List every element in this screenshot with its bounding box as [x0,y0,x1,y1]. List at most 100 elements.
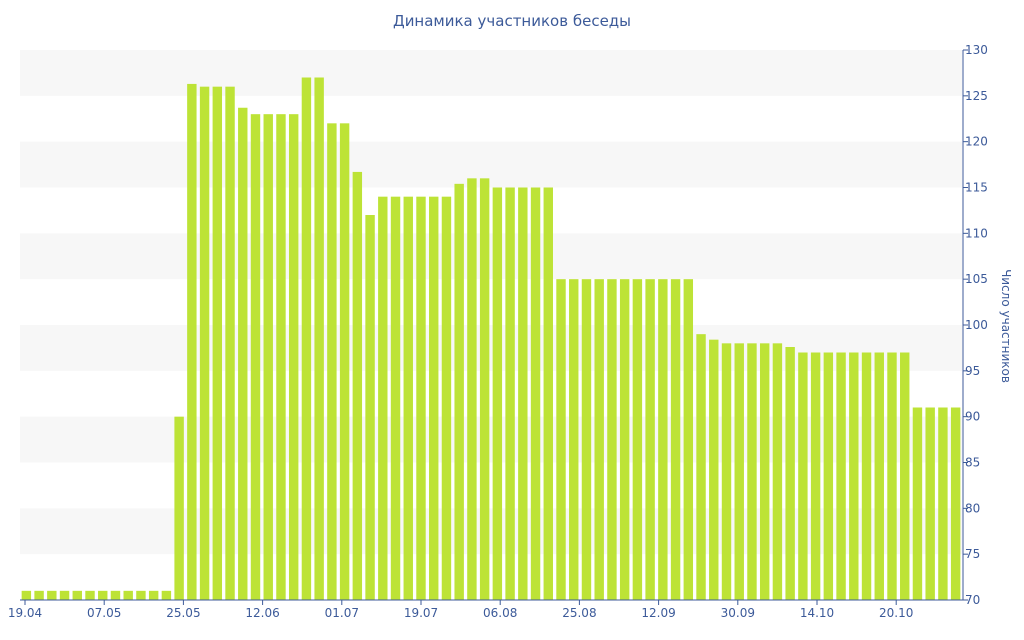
bar [836,352,846,600]
x-tick-label: 01.07 [325,606,359,620]
bar [467,178,477,600]
x-tick-label: 12.06 [245,606,279,620]
bar [556,279,566,600]
bar [441,196,452,601]
bar [250,114,261,601]
bar [759,343,770,600]
x-tick-label: 20.10 [879,606,913,620]
bar [492,187,503,600]
x-tick-label: 07.05 [87,606,121,620]
bar [390,196,401,601]
x-tick-label: 14.10 [800,606,834,620]
grid-bands [20,50,962,555]
bar [530,187,541,600]
bar [747,343,757,600]
bar [263,114,273,601]
bar [658,279,668,600]
bar [365,215,375,600]
bar [887,352,897,600]
y-tick-label: 115 [965,181,988,195]
x-tick-label: 25.08 [562,606,596,620]
y-tick-label: 105 [965,272,988,286]
bar [301,77,312,600]
x-axis: 19.04 07.05 25.05 12.06 01.07 19.07 06.08 25.08… [8,599,963,620]
bar [874,352,884,600]
bar [594,279,604,600]
y-tick-label: 130 [965,43,988,57]
bar [21,590,32,600]
bar [454,183,464,600]
x-tick-label: 19.07 [404,606,438,620]
grid-band [20,416,962,463]
bar [148,590,159,600]
grid-band [20,233,962,280]
bar [619,279,630,600]
bar [810,352,821,600]
bar [98,590,108,600]
x-tick-label: 12.09 [641,606,675,620]
grid-band [20,325,962,371]
bar [161,590,172,600]
bar [123,590,133,600]
bar [225,86,235,601]
bar [670,279,681,600]
y-tick-label: 85 [965,456,980,470]
y-tick-label: 80 [965,501,980,515]
bar [136,590,146,600]
bar [581,279,592,600]
bar [85,590,95,600]
bar [721,343,732,600]
bar [403,196,413,601]
grid-band [20,50,962,96]
bar [645,279,655,600]
grid-band [20,508,962,555]
bar [288,114,299,601]
y-tick-label: 70 [965,593,980,607]
bar [34,590,44,600]
y-tick-label: 120 [965,135,988,149]
bar [734,343,744,600]
bar [187,83,197,601]
bar [709,339,719,600]
bar [339,123,350,600]
bar [900,352,910,600]
bar [569,279,579,600]
bar [785,347,795,600]
bar [925,407,935,600]
bar [352,171,363,601]
bar [174,416,184,600]
bar [823,352,834,600]
bar [212,86,223,601]
bar [314,77,324,600]
bar [938,407,948,600]
bar [47,590,57,600]
y-tick-label: 90 [965,410,980,424]
bar [950,407,961,600]
chart-title: Динамика участников беседы [392,12,632,30]
y-axis-label: Число участников [999,269,1013,383]
bar [861,352,872,600]
bar [327,123,337,600]
x-tick-label: 25.05 [166,606,200,620]
bar [416,196,426,601]
bar [199,86,210,601]
bar [798,352,808,600]
y-axis: 70 75 80 85 90 95 100 105 110 115 120 125 130 [962,43,988,607]
bar [276,114,286,601]
grid-band [20,141,962,188]
y-tick-label: 95 [965,364,980,378]
bar [683,279,694,600]
x-tick-label: 06.08 [483,606,517,620]
bar [696,334,706,600]
bar [429,196,439,601]
bar [72,590,82,600]
bar [110,590,121,600]
bar [632,279,643,600]
bars [21,77,961,601]
y-tick-label: 125 [965,89,988,103]
bar [849,352,859,600]
y-tick-label: 110 [965,226,988,240]
bar [59,590,70,600]
bar [607,279,617,600]
